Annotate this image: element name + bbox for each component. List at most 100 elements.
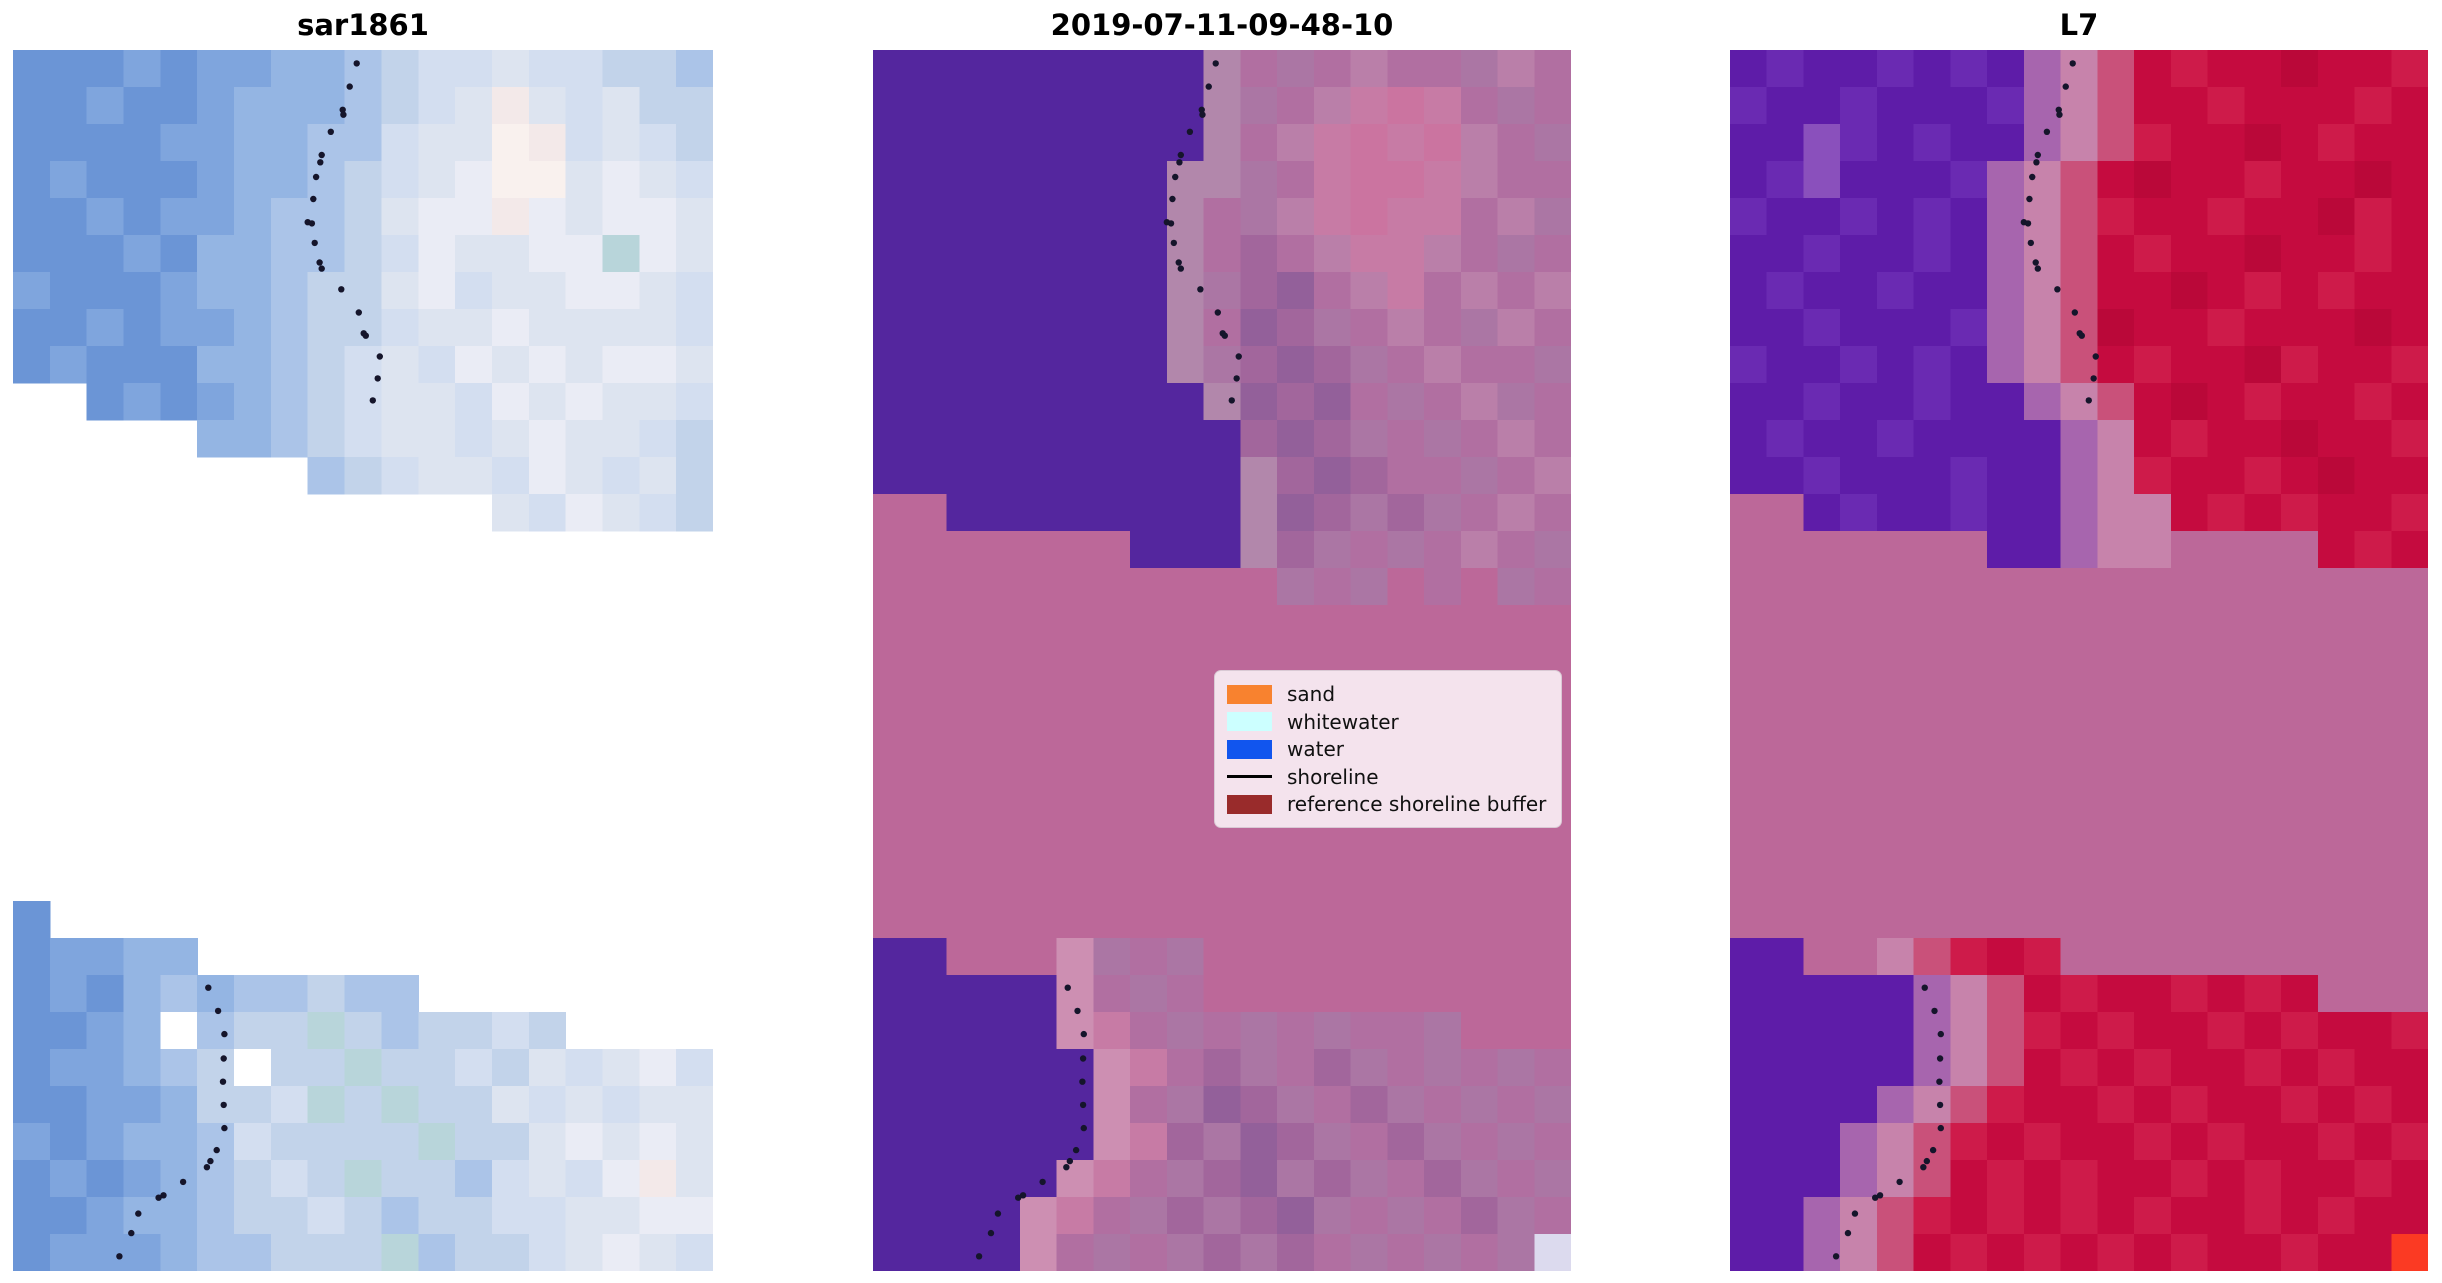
shoreline-dot: [1079, 1078, 1086, 1085]
raster-cell: [1950, 50, 1988, 88]
raster-cell: [1766, 1123, 1805, 1161]
raster-cell: [565, 198, 604, 236]
raster-cell: [1093, 1234, 1131, 1271]
raster-cell: [1803, 420, 1841, 458]
raster-cell: [13, 1012, 51, 1050]
raster-cell: [2023, 124, 2062, 162]
raster-cell: [1387, 309, 1425, 347]
raster-cell: [873, 1086, 911, 1124]
raster-cell: [1987, 642, 2025, 680]
raster-cell: [1840, 642, 1878, 680]
raster-cell: [1240, 1234, 1278, 1271]
raster-cell: [1240, 1160, 1278, 1198]
raster-cell: [873, 901, 911, 939]
raster-cell: [1350, 1234, 1388, 1271]
raster-cell: [2060, 87, 2098, 125]
raster-cell: [1166, 938, 1205, 976]
raster-cell: [1840, 827, 1878, 865]
raster-cell: [946, 827, 984, 865]
raster-cell: [946, 938, 984, 976]
raster-cell: [1056, 605, 1095, 643]
raster-cell: [1130, 87, 1168, 125]
raster-cell: [2170, 161, 2209, 199]
raster-cell: [2244, 235, 2282, 273]
shoreline-dot: [339, 106, 346, 113]
raster-cell: [1803, 716, 1841, 754]
raster-cell: [455, 235, 493, 273]
raster-cell: [639, 1049, 677, 1087]
raster-cell: [2354, 383, 2392, 421]
raster-cell: [1766, 161, 1805, 199]
raster-cell: [234, 272, 272, 310]
raster-cell: [1913, 568, 1952, 606]
raster-cell: [86, 87, 125, 125]
raster-cell: [1460, 235, 1499, 273]
raster-cell: [1730, 494, 1768, 532]
raster-cell: [2134, 272, 2172, 310]
shoreline-dot: [1214, 309, 1222, 316]
legend-item-whitewater: whitewater: [1227, 709, 1549, 735]
raster-cell: [1913, 642, 1952, 680]
raster-cell: [602, 1049, 640, 1087]
raster-cell: [1497, 568, 1535, 606]
raster-cell: [2170, 494, 2209, 532]
shoreline-dot: [1039, 1178, 1046, 1186]
raster-cell: [565, 87, 604, 125]
raster-cell: [1534, 1049, 1571, 1087]
raster-cell: [1913, 1086, 1952, 1124]
raster-cell: [2317, 605, 2356, 643]
raster-cell: [270, 87, 309, 125]
legend-item-sand: sand: [1227, 681, 1549, 707]
raster-cell: [2354, 198, 2392, 236]
raster-cell: [2281, 346, 2319, 384]
raster-cell: [1803, 346, 1841, 384]
raster-cell: [2244, 309, 2282, 347]
raster-cell: [234, 975, 272, 1013]
raster-cell: [2391, 901, 2428, 939]
raster-cell: [1766, 1234, 1805, 1271]
raster-cell: [1056, 1049, 1095, 1087]
raster-cell: [1876, 605, 1915, 643]
raster-cell: [1730, 1049, 1768, 1087]
raster-cell: [2281, 901, 2319, 939]
raster-cell: [1424, 457, 1462, 495]
raster-cell: [1424, 235, 1462, 273]
raster-cell: [1166, 753, 1205, 791]
raster-cell: [2170, 1049, 2209, 1087]
raster-cell: [1497, 1012, 1535, 1050]
raster-cell: [1534, 50, 1571, 88]
raster-cell: [307, 124, 346, 162]
raster-cell: [639, 383, 677, 421]
raster-cell: [1277, 1160, 1315, 1198]
raster-cell: [2281, 235, 2319, 273]
raster-cell: [1876, 1012, 1915, 1050]
raster-cell: [13, 1049, 51, 1087]
raster-cell: [1203, 827, 1241, 865]
raster-cell: [123, 124, 161, 162]
raster-cell: [528, 124, 567, 162]
raster-cell: [639, 87, 677, 125]
raster-cell: [197, 1123, 235, 1161]
raster-cell: [2023, 901, 2062, 939]
raster-cell: [381, 198, 419, 236]
raster-cell: [86, 50, 125, 88]
raster-cell: [307, 1234, 346, 1271]
raster-cell: [455, 50, 493, 88]
raster-cell: [2207, 309, 2245, 347]
raster-cell: [2317, 383, 2356, 421]
shoreline-dot: [1929, 1146, 1937, 1154]
raster-cell: [1987, 679, 2025, 717]
raster-cell: [1730, 753, 1768, 791]
raster-cell: [676, 346, 713, 384]
raster-cell: [86, 124, 125, 162]
raster-cell: [2134, 1049, 2172, 1087]
raster-cell: [455, 1012, 493, 1050]
raster-cell: [909, 1086, 948, 1124]
raster-cell: [873, 605, 911, 643]
raster-cell: [491, 87, 530, 125]
raster-cell: [909, 938, 948, 976]
raster-cell: [1130, 235, 1168, 273]
raster-cell: [1093, 309, 1131, 347]
raster-cell: [197, 50, 235, 88]
raster-cell: [2281, 1197, 2319, 1235]
